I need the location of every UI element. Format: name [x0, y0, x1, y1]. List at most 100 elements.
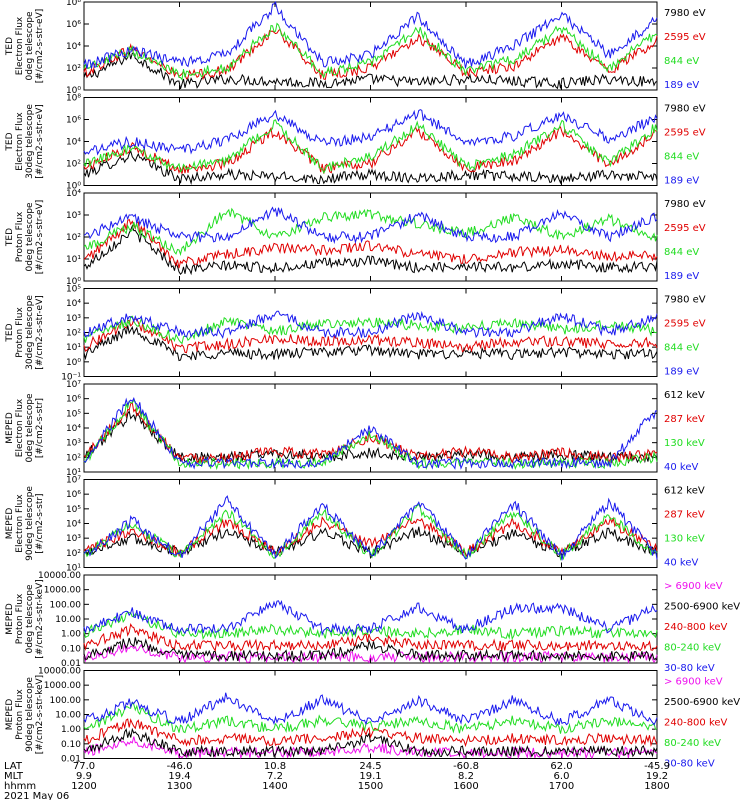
legend-entry: 2595 eV: [664, 223, 706, 234]
series-line: [83, 401, 658, 464]
y-tick-label: 10⁵: [66, 285, 81, 295]
y-axis-label: [#/cm2-s-str-eV]: [35, 200, 45, 275]
y-tick-label: 10¹: [66, 343, 81, 353]
legend-entry: 844 eV: [664, 152, 699, 163]
legend-entry: 287 keV: [664, 414, 705, 425]
series-line: [83, 28, 658, 81]
series-line: [83, 218, 658, 269]
series-line: [83, 149, 658, 186]
y-tick-label: 10⁴: [66, 299, 81, 309]
y-axis-label: TED: [5, 132, 15, 151]
panel-frame: [83, 383, 658, 473]
y-tick-label: 10¹: [66, 564, 81, 574]
y-tick-label: 10⁴: [66, 138, 81, 148]
y-tick-label: 10⁷: [66, 476, 81, 486]
series-line: [83, 399, 658, 471]
legend-entry: 844 eV: [664, 56, 699, 67]
footer-ticks: 77.09.91200-46.019.4130010.87.2140024.51…: [71, 761, 670, 792]
y-tick-label: 10²: [66, 549, 81, 559]
y-axis-label: Electron Flux: [15, 16, 25, 75]
panel-7: 0.01 0.10 1.00 10.00 100.00 1000.00 10000.00 ME…: [5, 571, 740, 674]
y-tick-label: 1000.00: [44, 681, 81, 691]
footer-tick-value: 8.2: [458, 771, 474, 782]
y-tick-label: 10⁸: [66, 0, 81, 8]
footer-tick-value: 1600: [453, 781, 478, 792]
footer-tick-value: 62.0: [550, 761, 572, 772]
y-axis-label: Electron Flux: [15, 494, 25, 553]
legend-entry: 2595 eV: [664, 128, 706, 139]
series-line: [83, 22, 658, 81]
y-axis-label: Electron Flux: [15, 398, 25, 457]
legend-entry: 40 keV: [664, 462, 698, 473]
y-tick-label: 10⁶: [66, 395, 81, 405]
y-tick-label: 10.00: [55, 711, 81, 721]
legend-entry: 287 keV: [664, 510, 705, 521]
y-tick-label: 10⁻¹: [61, 373, 81, 383]
y-axis-label: 90deg telescope: [25, 486, 35, 561]
y-axis-label: 0deg telescope: [25, 11, 35, 81]
legend-entry: 612 keV: [664, 486, 705, 497]
y-tick-label: 10³: [66, 314, 81, 324]
y-tick-label: 100.00: [50, 600, 82, 610]
y-tick-label: 10¹: [66, 468, 81, 478]
legend-entry: 844 eV: [664, 343, 699, 354]
y-axis-label: 0deg telescope: [25, 393, 35, 463]
series-line: [83, 315, 658, 345]
footer-tick-value: 1400: [262, 781, 287, 792]
legend-entry: 7980 eV: [664, 8, 706, 19]
y-tick-label: 1.00: [61, 725, 81, 735]
legend-entry: 30-80 keV: [664, 663, 715, 674]
legend-entry: 7980 eV: [664, 295, 706, 306]
y-tick-label: 10⁰: [66, 86, 81, 96]
series-line: [83, 119, 658, 174]
y-tick-label: 10⁶: [66, 20, 81, 30]
legend-entry: 40 keV: [664, 558, 698, 569]
panel-2: 10⁰ 10² 10⁴ 10⁶ 10⁸ TED Electron Flux 30deg tel…: [5, 94, 706, 192]
y-axis-label: [#/cm2-s-str-eV]: [35, 295, 45, 370]
y-axis-label: [#/cm2-s-str]: [35, 398, 45, 458]
y-tick-label: 10⁵: [66, 505, 81, 515]
y-axis-label: 30deg telescope: [25, 104, 35, 179]
y-axis-label: MEPED: [5, 508, 15, 540]
legend-entry: 2595 eV: [664, 32, 706, 43]
y-tick-label: 10⁶: [66, 490, 81, 500]
y-tick-label: 10²: [66, 64, 81, 74]
y-tick-label: 0.01: [61, 659, 81, 669]
series-line: [83, 318, 658, 354]
series-line: [83, 126, 658, 175]
y-axis-label: 0deg telescope: [25, 584, 35, 654]
y-axis-label: Electron Flux: [15, 112, 25, 171]
series-line: [83, 495, 658, 561]
series-line: [83, 325, 658, 362]
y-axis-label: MEPED: [5, 603, 15, 635]
y-tick-label: 10⁴: [66, 424, 81, 434]
y-tick-label: 0.10: [61, 644, 81, 654]
series-line: [83, 206, 658, 245]
y-tick-label: 10²: [66, 329, 81, 339]
legend-entry: > 6900 keV: [664, 581, 723, 592]
legend-entry: 7980 eV: [664, 199, 706, 210]
series-line: [83, 207, 658, 257]
y-tick-label: 10⁸: [66, 94, 81, 104]
legend-entry: 240-800 keV: [664, 622, 728, 633]
footer-tick-value: 1300: [167, 781, 192, 792]
y-axis-label: Proton Flux: [15, 307, 25, 358]
y-axis-label: [#/cm2-s-str-keV]: [35, 579, 45, 658]
series-line: [83, 736, 658, 760]
y-tick-label: 10²: [66, 160, 81, 170]
footer-tick-value: 19.1: [359, 771, 381, 782]
y-tick-label: 10⁰: [66, 277, 81, 287]
footer-label-mlt: MLT: [4, 771, 24, 782]
legend-entry: 80-240 keV: [664, 738, 721, 749]
y-axis-label: 30deg telescope: [25, 295, 35, 370]
y-axis-label: [#/cm2-s-str-eV]: [35, 104, 45, 179]
legend-entry: 2595 eV: [664, 319, 706, 330]
y-tick-label: 1.00: [61, 630, 81, 640]
y-tick-label: 10000.00: [38, 571, 81, 581]
series-line: [83, 611, 658, 641]
legend-entry: 130 keV: [664, 438, 705, 449]
legend-entry: 189 eV: [664, 367, 699, 378]
panel-frame: [83, 1, 658, 91]
